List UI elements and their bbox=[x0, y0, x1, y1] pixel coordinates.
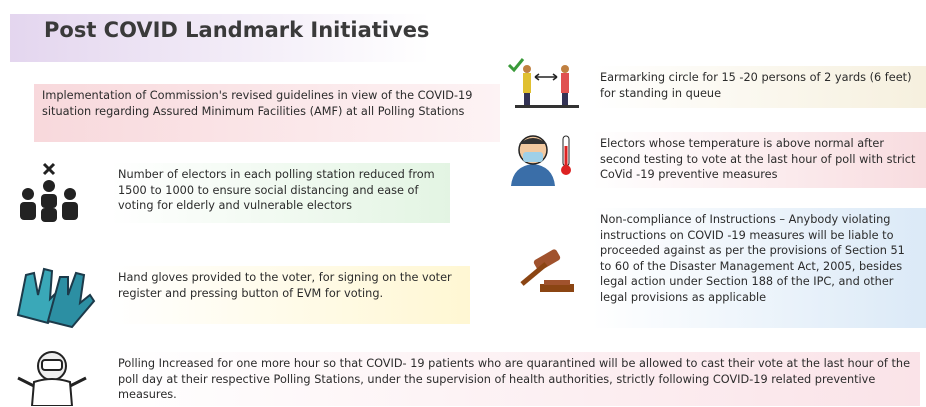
item-text: Polling Increased for one more hour so t… bbox=[110, 352, 920, 406]
gloves-icon bbox=[16, 267, 96, 329]
ppe-icon bbox=[17, 351, 87, 406]
temperature-icon bbox=[511, 135, 571, 186]
title: Post COVID Landmark Initiatives bbox=[44, 18, 430, 42]
item-text: Hand gloves provided to the voter, for s… bbox=[110, 266, 470, 324]
item-text: Number of electors in each polling stati… bbox=[110, 163, 450, 223]
item-text: Electors whose temperature is above norm… bbox=[592, 132, 926, 188]
queue-icon bbox=[507, 58, 579, 108]
gavel-icon bbox=[520, 249, 574, 292]
item-text: Earmarking circle for 15 -20 persons of … bbox=[592, 66, 926, 108]
title-band bbox=[10, 14, 430, 62]
crowd-icon bbox=[20, 162, 78, 222]
item-text: Non-compliance of Instructions – Anybody… bbox=[592, 208, 926, 328]
item-text: Implementation of Commission's revised g… bbox=[34, 84, 500, 142]
